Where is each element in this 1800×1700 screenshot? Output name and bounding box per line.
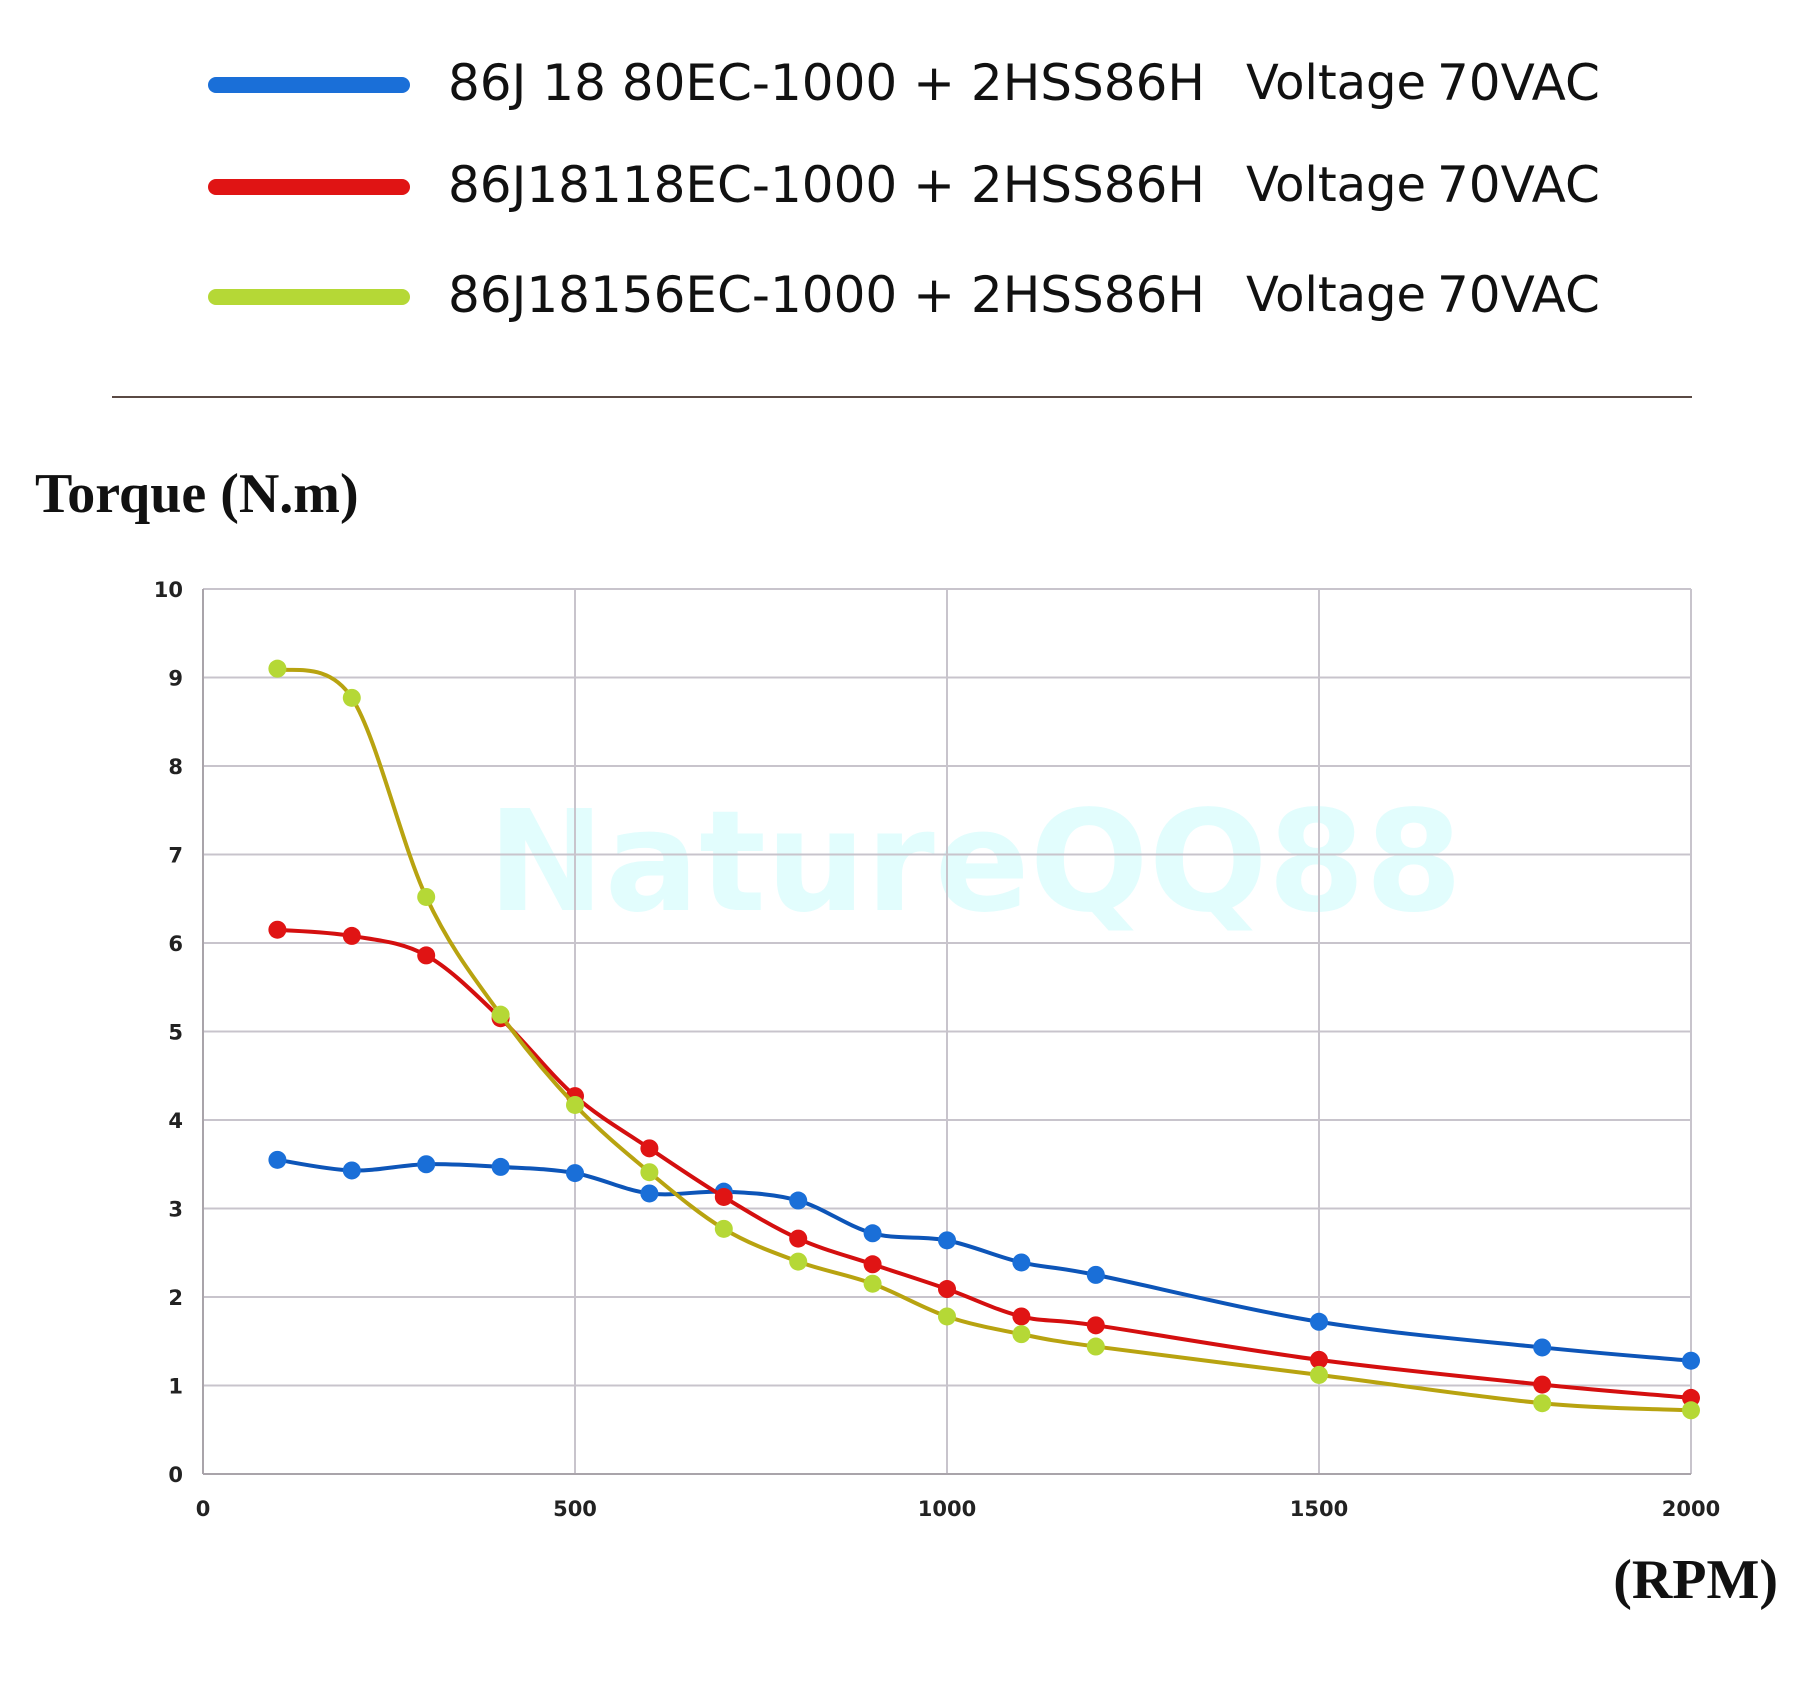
data-point-series-2 [566,1095,584,1114]
x-tick-label: 0 [196,1497,211,1521]
data-point-series-1 [789,1229,808,1248]
legend-item-86j18118ec: 86J18118EC-1000 + 2HSS86H Voltage 70VAC [0,155,1800,215]
data-point-series-0 [491,1157,510,1176]
series-line-2 [276,666,1692,1413]
data-point-series-1 [1682,1388,1700,1407]
data-point-series-1 [1086,1316,1105,1335]
data-point-series-0 [1310,1312,1328,1331]
data-point-series-1 [1310,1350,1328,1369]
data-point-series-1 [1533,1375,1552,1394]
data-point-series-2 [1012,1325,1031,1344]
divider [112,396,1692,398]
y-tick-label: 2 [168,1286,183,1310]
legend-model: 86J18156EC-1000 + 2HSS86H [448,266,1206,324]
legend-voltage-label: Voltage [1246,267,1427,323]
data-point-series-2 [863,1274,882,1293]
data-point-series-2 [268,659,287,678]
data-point-series-2 [938,1307,956,1326]
series-line-1 [277,927,1692,1400]
data-point-series-0 [1012,1253,1031,1272]
data-point-series-1 [640,1139,659,1158]
data-point-series-0 [342,1161,361,1180]
legend-voltage-value: 70VAC [1437,266,1600,324]
legend-model: 86J18118EC-1000 + 2HSS86H [448,156,1206,214]
data-point-series-0 [1533,1338,1552,1357]
y-tick-label: 8 [168,755,183,779]
data-point-series-1 [417,946,436,965]
data-point-series-1 [268,920,287,939]
y-tick-label: 4 [168,1109,183,1133]
data-point-series-0 [938,1231,956,1250]
x-tick-label: 1000 [918,1497,976,1521]
data-point-series-2 [1310,1365,1328,1384]
data-point-series-2 [789,1252,808,1271]
legend-item-86j18156ec: 86J18156EC-1000 + 2HSS86H Voltage 70VAC [0,265,1800,325]
data-point-series-2 [1086,1337,1105,1356]
x-tick-label: 500 [553,1497,597,1521]
data-point-series-2 [342,688,361,707]
data-point-series-1 [714,1187,733,1206]
watermark-text: NatureQQ88 [487,781,1462,944]
data-point-series-1 [1012,1307,1031,1326]
data-point-series-0 [789,1191,808,1210]
data-point-series-1 [938,1280,956,1299]
y-axis-label: Torque (N.m) [35,463,359,525]
y-tick-label: 9 [168,667,183,691]
data-point-series-2 [1533,1394,1552,1413]
y-tick-label: 3 [168,1198,183,1222]
data-point-series-2 [491,1005,510,1024]
data-point-series-1 [863,1255,882,1274]
data-point-series-0 [1086,1265,1105,1284]
y-tick-label: 1 [168,1375,183,1399]
legend-model: 86J 18 80EC-1000 + 2HSS86H [448,54,1205,112]
data-point-series-2 [417,887,436,906]
x-tick-label: 1500 [1290,1497,1348,1521]
data-point-series-0 [640,1184,659,1203]
legend-swatch-blue [208,77,410,93]
y-tick-label: 10 [154,578,183,602]
data-point-series-0 [1682,1351,1700,1370]
y-tick-label: 5 [168,1021,183,1045]
data-point-series-0 [268,1150,287,1169]
data-point-series-0 [566,1164,584,1183]
data-point-series-2 [640,1163,659,1182]
data-point-series-1 [342,926,361,945]
data-point-series-0 [417,1155,436,1174]
data-point-series-2 [1682,1401,1700,1420]
legend-swatch-red [208,179,410,195]
legend-voltage-value: 70VAC [1437,156,1600,214]
data-point-series-2 [714,1219,733,1238]
y-tick-label: 0 [168,1463,183,1487]
y-tick-label: 7 [168,844,183,868]
x-tick-label: 2000 [1662,1497,1720,1521]
series-line-0 [277,1157,1692,1363]
legend-swatch-green [208,289,410,305]
data-point-series-0 [863,1224,882,1243]
legend-item-86j1880ec: 86J 18 80EC-1000 + 2HSS86H Voltage 70VAC [0,53,1800,113]
x-axis-label: (RPM) [1613,1549,1778,1611]
y-tick-label: 6 [168,932,183,956]
legend-voltage-label: Voltage [1246,55,1427,111]
legend-voltage-label: Voltage [1246,157,1427,213]
legend-voltage-value: 70VAC [1437,54,1600,112]
